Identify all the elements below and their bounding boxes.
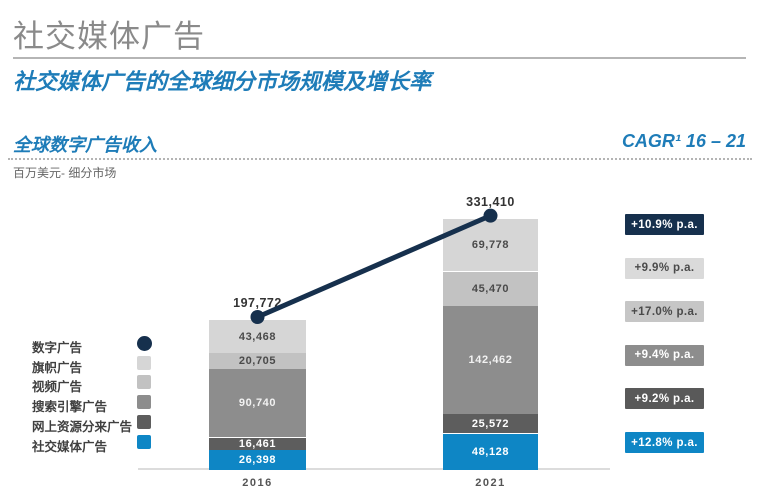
cagr-badge: +9.9% p.a.	[625, 257, 704, 279]
bar-segment-2016-0: 43,468	[209, 320, 306, 353]
bar-segment-2016-3: 16,461	[209, 437, 306, 450]
legend-row: 旗帜广告	[32, 355, 154, 375]
legend-label: 网上资源分来广告	[32, 419, 133, 434]
page-title: 社交媒体广告	[13, 19, 205, 54]
bar-segment-2021-1: 45,470	[443, 271, 538, 307]
cagr-badge: +10.9% p.a.	[625, 214, 704, 235]
cagr-column-header: CAGR¹ 16 – 21	[621, 131, 746, 151]
legend-label: 旗帜广告	[32, 360, 83, 375]
cagr-badge: +12.8% p.a.	[625, 432, 704, 453]
bar-segment-2016-2: 90,740	[209, 368, 306, 438]
legend-row: 搜索引擎广告	[32, 395, 154, 414]
legend-swatch	[137, 414, 151, 429]
legend-row: 社交媒体广告	[32, 434, 154, 454]
title-divider	[13, 57, 746, 59]
legend-swatch	[137, 355, 151, 370]
cagr-badge: +9.4% p.a.	[625, 344, 704, 366]
legend-row: 视频广告	[32, 375, 154, 394]
bar-segment-2021-2: 142,462	[443, 306, 538, 415]
legend-label: 数字广告	[32, 341, 83, 355]
bar-segment-2021-0: 69,778	[443, 218, 538, 272]
bar-total-label-2016: 197,772	[233, 296, 282, 310]
legend-row: 网上资源分来广告	[32, 414, 154, 434]
legend-row: 数字广告	[32, 336, 154, 355]
bar-segment-2021-4: 48,128	[443, 433, 538, 470]
bar-segment-2021-3: 25,572	[443, 414, 538, 434]
legend-swatch	[137, 336, 152, 351]
bar-total-label-2021: 331,410	[466, 194, 515, 209]
chart-title: 全球数字广告收入	[13, 135, 157, 155]
x-axis-label-2021: 2021	[475, 477, 506, 489]
x-axis-baseline	[138, 468, 610, 470]
legend-label: 搜索引擎广告	[32, 400, 108, 415]
cagr-badge: +9.2% p.a.	[625, 388, 704, 410]
legend-label: 社交媒体广告	[32, 439, 108, 454]
bar-segment-2016-1: 20,705	[209, 353, 306, 369]
legend-swatch	[137, 434, 151, 449]
dotted-divider	[8, 158, 752, 160]
cagr-badge: +17.0% p.a.	[625, 301, 704, 323]
unit-label: 百万美元- 细分市场	[13, 166, 117, 180]
page-subtitle: 社交媒体广告的全球细分市场规模及增长率	[13, 69, 432, 94]
legend-swatch	[137, 395, 151, 410]
bar-segment-2016-4: 26,398	[209, 450, 306, 470]
legend-swatch	[137, 375, 151, 390]
x-axis-label-2016: 2016	[242, 477, 273, 489]
legend-label: 视频广告	[32, 380, 83, 395]
